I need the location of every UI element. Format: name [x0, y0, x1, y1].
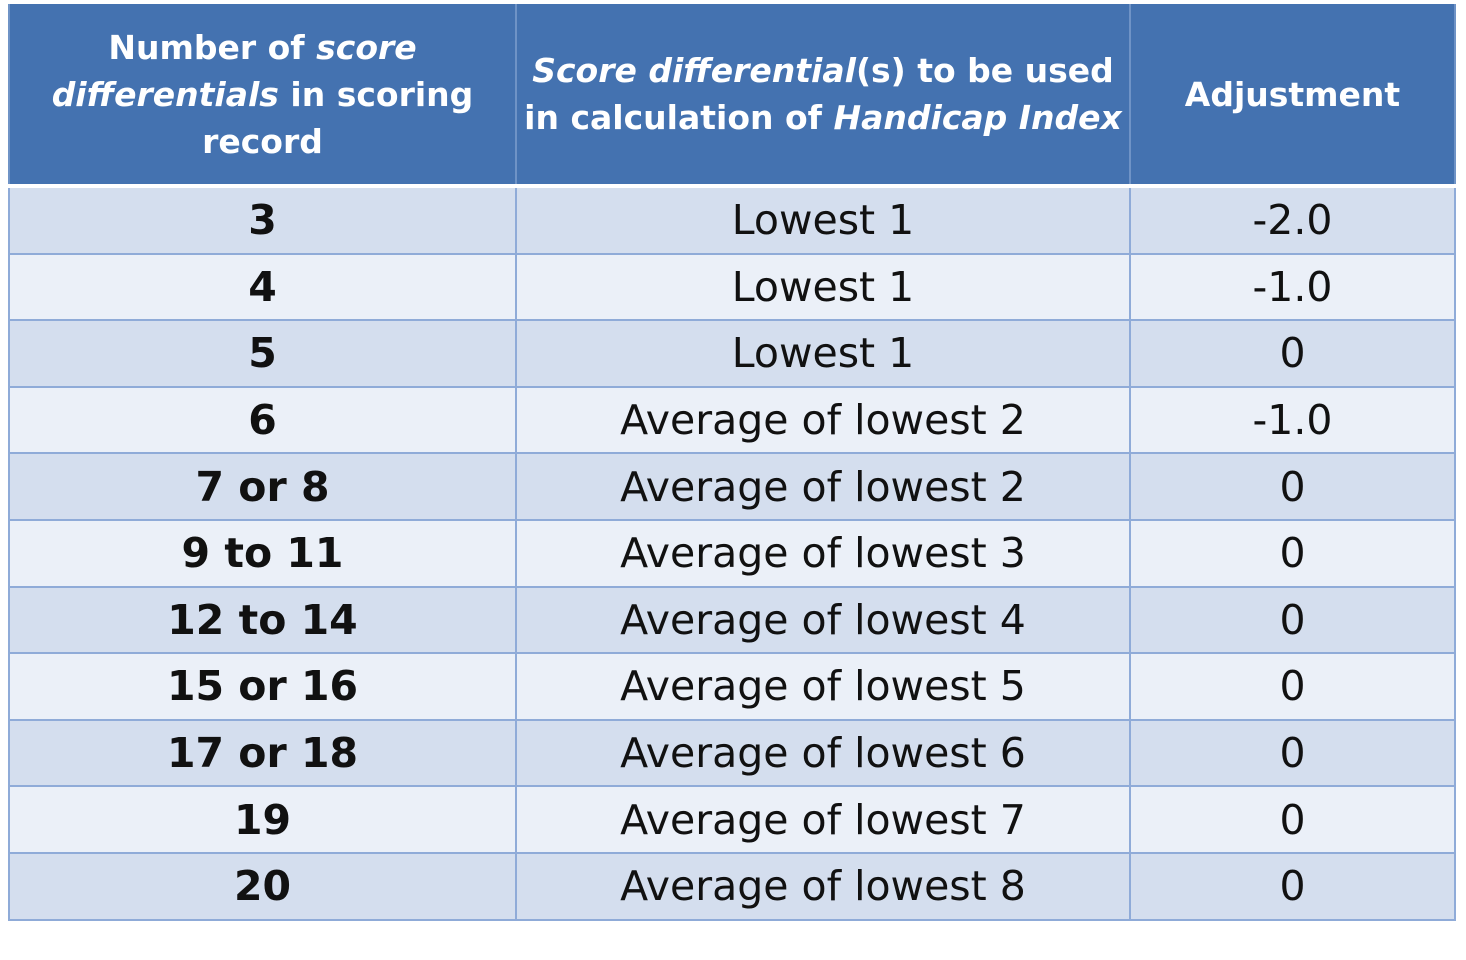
- cell-used: Average of lowest 2: [515, 452, 1131, 521]
- cell-used: Average of lowest 4: [515, 585, 1131, 655]
- cell-count: 15 or 16: [8, 652, 517, 721]
- header-count-pre: Number of: [108, 27, 317, 67]
- cell-count: 12 to 14: [8, 585, 517, 655]
- cell-adjustment: -2.0: [1129, 185, 1456, 255]
- cell-used: Average of lowest 5: [515, 652, 1131, 721]
- table-row: 3 Lowest 1 -2.0: [8, 185, 1456, 255]
- cell-used: Average of lowest 6: [515, 718, 1131, 788]
- cell-adjustment: 0: [1129, 518, 1456, 588]
- header-count-column: Number of score differentials in scoring…: [8, 4, 517, 188]
- cell-adjustment: 0: [1129, 785, 1456, 854]
- cell-adjustment: 0: [1129, 851, 1456, 921]
- cell-adjustment: 0: [1129, 452, 1456, 521]
- cell-adjustment: 0: [1129, 718, 1456, 788]
- table-row: 12 to 14 Average of lowest 4 0: [8, 585, 1456, 655]
- cell-count: 7 or 8: [8, 452, 517, 521]
- cell-adjustment: 0: [1129, 585, 1456, 655]
- table-row: 7 or 8 Average of lowest 2 0: [8, 452, 1456, 521]
- cell-adjustment: -1.0: [1129, 385, 1456, 455]
- table-row: 6 Average of lowest 2 -1.0: [8, 385, 1456, 455]
- cell-count: 4: [8, 252, 517, 322]
- header-used-mid: (s) to be used in calculation of: [524, 51, 1114, 137]
- cell-used: Average of lowest 7: [515, 785, 1131, 854]
- cell-count: 19: [8, 785, 517, 854]
- header-used-em1: Score differential: [532, 51, 856, 90]
- cell-adjustment: -1.0: [1129, 252, 1456, 322]
- table-row: 17 or 18 Average of lowest 6 0: [8, 718, 1456, 788]
- table-row: 9 to 11 Average of lowest 3 0: [8, 518, 1456, 588]
- cell-count: 17 or 18: [8, 718, 517, 788]
- cell-used: Lowest 1: [515, 319, 1131, 388]
- table-row: 5 Lowest 1 0: [8, 319, 1456, 388]
- cell-adjustment: 0: [1129, 652, 1456, 721]
- header-used-em2: Handicap Index: [833, 98, 1122, 137]
- table-header: Number of score differentials in scoring…: [8, 4, 1456, 188]
- header-count-em: score differentials: [51, 27, 417, 114]
- cell-count: 5: [8, 319, 517, 388]
- header-used-column: Score differential(s) to be used in calc…: [515, 4, 1131, 188]
- handicap-table: Number of score differentials in scoring…: [8, 4, 1456, 921]
- handicap-table-container: Number of score differentials in scoring…: [8, 4, 1456, 921]
- header-row: Number of score differentials in scoring…: [8, 4, 1456, 188]
- cell-used: Lowest 1: [515, 185, 1131, 255]
- cell-used: Average of lowest 2: [515, 385, 1131, 455]
- table-row: 19 Average of lowest 7 0: [8, 785, 1456, 854]
- table-row: 4 Lowest 1 -1.0: [8, 252, 1456, 322]
- header-adjustment-column: Adjustment: [1129, 4, 1456, 188]
- cell-used: Average of lowest 8: [515, 851, 1131, 921]
- cell-count: 20: [8, 851, 517, 921]
- cell-count: 6: [8, 385, 517, 455]
- cell-used: Average of lowest 3: [515, 518, 1131, 588]
- table-row: 20 Average of lowest 8 0: [8, 851, 1456, 921]
- table-body: 3 Lowest 1 -2.0 4 Lowest 1 -1.0 5 Lowest…: [8, 185, 1456, 921]
- cell-count: 3: [8, 185, 517, 255]
- table-row: 15 or 16 Average of lowest 5 0: [8, 652, 1456, 721]
- cell-adjustment: 0: [1129, 319, 1456, 388]
- cell-count: 9 to 11: [8, 518, 517, 588]
- header-count-post: in scoring record: [202, 74, 474, 161]
- cell-used: Lowest 1: [515, 252, 1131, 322]
